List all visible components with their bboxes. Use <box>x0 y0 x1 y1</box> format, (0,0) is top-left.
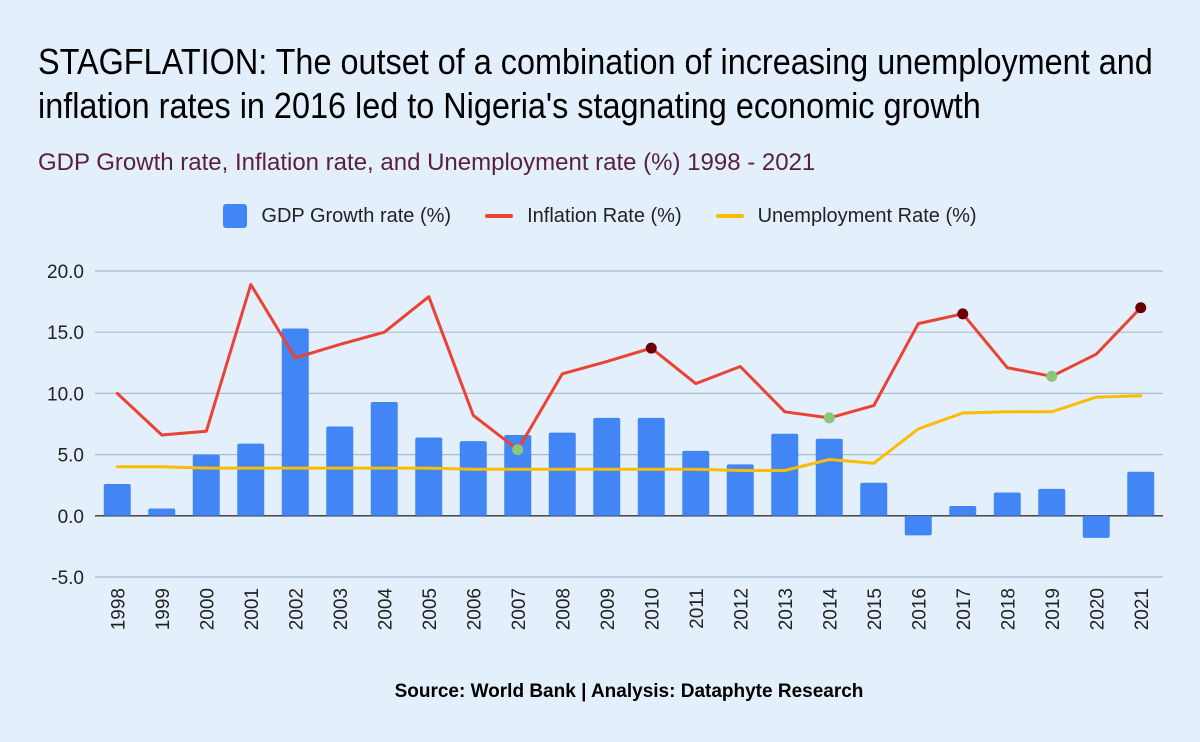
y-tick-label: 20.0 <box>47 262 84 283</box>
legend-label-gdp: GDP Growth rate (%) <box>261 204 452 227</box>
legend-swatch-unemployment <box>715 214 744 218</box>
gdp-bar-2015 <box>860 482 888 516</box>
legend-label-unemployment: Unemployment Rate (%) <box>757 204 977 227</box>
x-tick-label: 2012 <box>731 588 752 630</box>
x-tick-label: 2016 <box>909 588 930 630</box>
y-tick-label: 10.0 <box>47 384 84 405</box>
highlight-point-2017 <box>957 308 969 320</box>
legend: GDP Growth rate (%) Inflation Rate (%) U… <box>0 204 1200 228</box>
gdp-bar-2008 <box>548 432 576 516</box>
title-line-1: STAGFLATION: The outset of a combination… <box>38 41 1153 82</box>
x-tick-label: 2009 <box>598 588 619 630</box>
legend-label-inflation: Inflation Rate (%) <box>527 204 682 227</box>
x-tick-label: 2001 <box>242 588 263 630</box>
gdp-bar-2020 <box>1082 515 1110 538</box>
gdp-bar-2003 <box>326 426 354 516</box>
legend-item-inflation: Inflation Rate (%) <box>485 204 682 228</box>
x-tick-label: 2002 <box>286 588 307 630</box>
x-tick-label: 2015 <box>865 588 886 630</box>
x-tick-label: 2011 <box>687 588 708 629</box>
highlight-point-2014 <box>823 412 835 424</box>
inflation-line <box>115 283 1143 452</box>
x-tick-label: 1999 <box>153 588 174 630</box>
gdp-bar-2016 <box>904 515 932 536</box>
y-tick-label: 0.0 <box>58 507 84 528</box>
gdp-bar-2021 <box>1127 471 1155 516</box>
legend-swatch-gdp <box>223 204 248 228</box>
y-tick-label: -5.0 <box>51 568 84 589</box>
x-tick-label: 2020 <box>1087 588 1108 630</box>
gdp-bar-2001 <box>237 443 265 516</box>
legend-item-unemployment: Unemployment Rate (%) <box>715 204 977 228</box>
gdp-bar-2018 <box>993 492 1021 516</box>
legend-item-gdp: GDP Growth rate (%) <box>223 204 451 228</box>
gdp-bar-2005 <box>415 437 443 516</box>
x-tick-label: 2006 <box>464 588 485 630</box>
source-note: Source: World Bank | Analysis: Dataphyte… <box>394 681 864 702</box>
unemployment-line <box>115 394 1143 472</box>
gdp-bar-1998 <box>103 483 131 516</box>
x-tick-label: 2007 <box>509 588 530 630</box>
gdp-bar-2013 <box>771 433 799 516</box>
x-tick-label: 2003 <box>331 588 352 630</box>
gdp-bar-2004 <box>370 401 398 516</box>
highlight-point-2007 <box>512 444 524 456</box>
x-tick-label: 2000 <box>197 588 218 630</box>
x-tick-label: 2005 <box>420 588 441 630</box>
gdp-bar-2012 <box>726 464 754 516</box>
legend-swatch-inflation <box>485 214 514 218</box>
x-tick-label: 2004 <box>375 588 396 631</box>
highlight-point-2021 <box>1135 302 1147 314</box>
x-tick-label: 2018 <box>998 588 1019 630</box>
x-tick-label: 1998 <box>108 588 129 630</box>
y-tick-label: 15.0 <box>47 323 84 344</box>
gdp-bar-2014 <box>815 438 843 516</box>
gdp-bar-2006 <box>459 441 487 516</box>
gdp-bar-2017 <box>949 506 977 516</box>
gdp-bar-2009 <box>593 417 621 516</box>
gdp-bar-2019 <box>1038 488 1066 516</box>
highlight-point-2019 <box>1046 370 1058 382</box>
gdp-bar-2010 <box>637 417 665 516</box>
x-tick-label: 2013 <box>776 588 797 630</box>
highlight-point-2010 <box>645 342 657 354</box>
gdp-bar-1999 <box>148 508 176 516</box>
chart-title: STAGFLATION: The outset of a combination… <box>38 40 1153 128</box>
y-tick-label: 5.0 <box>58 446 84 467</box>
gdp-bar-2000 <box>192 454 220 516</box>
x-tick-label: 2014 <box>820 588 841 631</box>
x-tick-label: 2010 <box>642 588 663 630</box>
x-tick-label: 2008 <box>553 588 574 630</box>
gdp-bar-2011 <box>682 450 710 516</box>
chart-subtitle: GDP Growth rate, Inflation rate, and Une… <box>38 149 816 176</box>
gdp-bar-2007 <box>504 435 532 516</box>
x-tick-label: 2021 <box>1132 588 1153 630</box>
x-tick-label: 2019 <box>1043 588 1064 630</box>
title-line-2: inflation rates in 2016 led to Nigeria's… <box>38 85 981 126</box>
x-tick-label: 2017 <box>954 588 975 630</box>
